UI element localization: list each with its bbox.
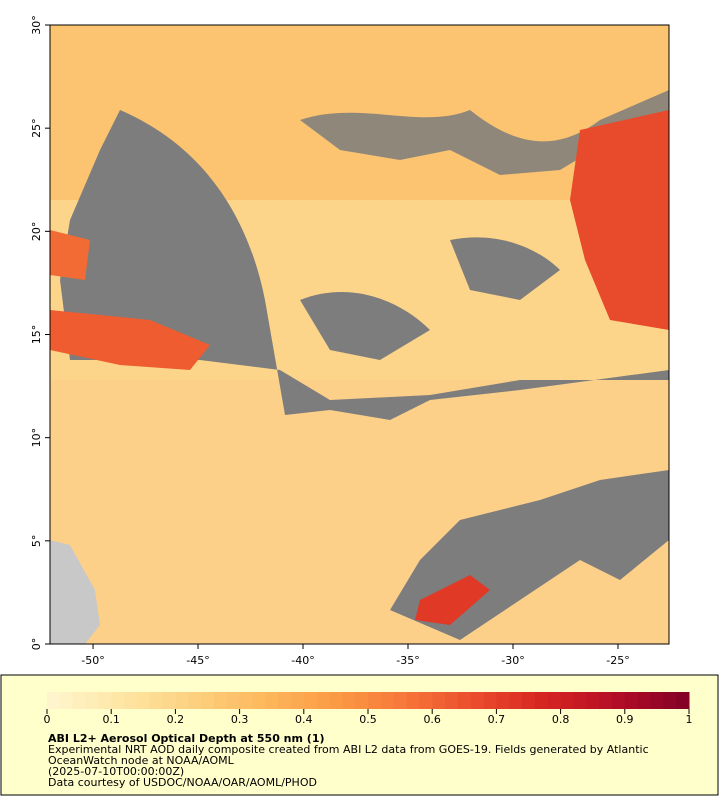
y-tick-label: 0°	[30, 638, 43, 651]
colorbar-segment	[445, 692, 459, 709]
colorbar-segment	[226, 692, 241, 709]
colorbar-segment	[676, 692, 690, 709]
colorbar-segment	[534, 692, 549, 709]
x-tick-label: -40°	[291, 654, 314, 667]
colorbar-segment	[72, 692, 87, 709]
colorbar-tick-label: 0.7	[488, 713, 506, 726]
y-tick-label: 30°	[30, 15, 43, 35]
colorbar-segment	[239, 692, 253, 709]
colorbar-tick-label: 0.2	[167, 713, 185, 726]
colorbar-segment	[98, 692, 112, 709]
map-image	[50, 25, 669, 644]
y-tick-label: 10°	[30, 428, 43, 448]
colorbar-tick-label: 0.1	[102, 713, 120, 726]
colorbar-segment	[496, 692, 510, 709]
colorbar-segment	[201, 692, 215, 709]
x-tick-label: -35°	[396, 654, 419, 667]
colorbar-tick-label: 0.6	[423, 713, 441, 726]
x-tick-label: -25°	[606, 654, 629, 667]
colorbar-segment	[175, 692, 189, 709]
colorbar-segment	[290, 692, 305, 709]
colorbar-segment	[611, 692, 626, 709]
y-tick-label: 5°	[30, 535, 43, 548]
colorbar-segment	[470, 692, 485, 709]
legend-line: Data courtesy of USDOC/NOAA/OAR/AOML/PHO…	[48, 776, 317, 789]
colorbar-segment	[406, 692, 420, 709]
colorbar-tick-label: 0.4	[295, 713, 313, 726]
x-tick-label: -45°	[186, 654, 209, 667]
colorbar-tick-label: 0.5	[359, 713, 377, 726]
legend-line: OceanWatch node at NOAA/AOML	[48, 754, 235, 767]
colorbar-tick-label: 0.9	[616, 713, 634, 726]
colorbar-segment	[380, 692, 395, 709]
colorbar-segment	[573, 692, 587, 709]
colorbar-tick-label: 0.8	[552, 713, 570, 726]
colorbar-segment	[278, 692, 292, 709]
colorbar-segment	[457, 692, 472, 709]
legend-line: (2025-07-10T00:00:00Z)	[48, 765, 184, 778]
legend-line: Experimental NRT AOD daily composite cre…	[48, 743, 649, 756]
colorbar-segment	[59, 692, 74, 709]
colorbar-segment	[586, 692, 600, 709]
colorbar-segment	[547, 692, 562, 709]
colorbar-segment	[637, 692, 651, 709]
colorbar-segment	[188, 692, 202, 709]
colorbar-segment	[483, 692, 497, 709]
colorbar-segment	[509, 692, 523, 709]
x-tick-label: -50°	[81, 654, 104, 667]
colorbar-segment	[624, 692, 639, 709]
colorbar-segment	[265, 692, 279, 709]
colorbar-segment	[124, 692, 138, 709]
colorbar-tick-label: 0	[44, 713, 51, 726]
legend-title: ABI L2+ Aerosol Optical Depth at 550 nm …	[48, 732, 325, 745]
y-tick-label: 25°	[30, 118, 43, 138]
colorbar-segment	[111, 692, 125, 709]
colorbar-segment	[329, 692, 343, 709]
colorbar-segment	[368, 692, 382, 709]
colorbar-segment	[560, 692, 574, 709]
colorbar-segment	[149, 692, 164, 709]
colorbar-segment	[393, 692, 408, 709]
colorbar-segment	[342, 692, 356, 709]
colorbar-segment	[650, 692, 664, 709]
colorbar-segment	[432, 692, 446, 709]
colorbar-segment	[303, 692, 318, 709]
colorbar-segment	[213, 692, 228, 709]
colorbar-tick-label: 1	[686, 713, 693, 726]
y-tick-label: 15°	[30, 325, 43, 345]
colorbar-tick-label: 0.3	[231, 713, 249, 726]
colorbar-segment	[316, 692, 330, 709]
colorbar-segment	[136, 692, 151, 709]
colorbar-segment	[85, 692, 99, 709]
colorbar-segment	[355, 692, 369, 709]
colorbar-segment	[522, 692, 536, 709]
colorbar-segment	[419, 692, 433, 709]
colorbar-segment	[599, 692, 613, 709]
x-tick-label: -30°	[501, 654, 524, 667]
colorbar-segment	[162, 692, 176, 709]
y-tick-label: 20°	[30, 222, 43, 242]
colorbar-segment	[47, 692, 61, 709]
colorbar-segment	[663, 692, 677, 709]
colorbar-segment	[252, 692, 266, 709]
